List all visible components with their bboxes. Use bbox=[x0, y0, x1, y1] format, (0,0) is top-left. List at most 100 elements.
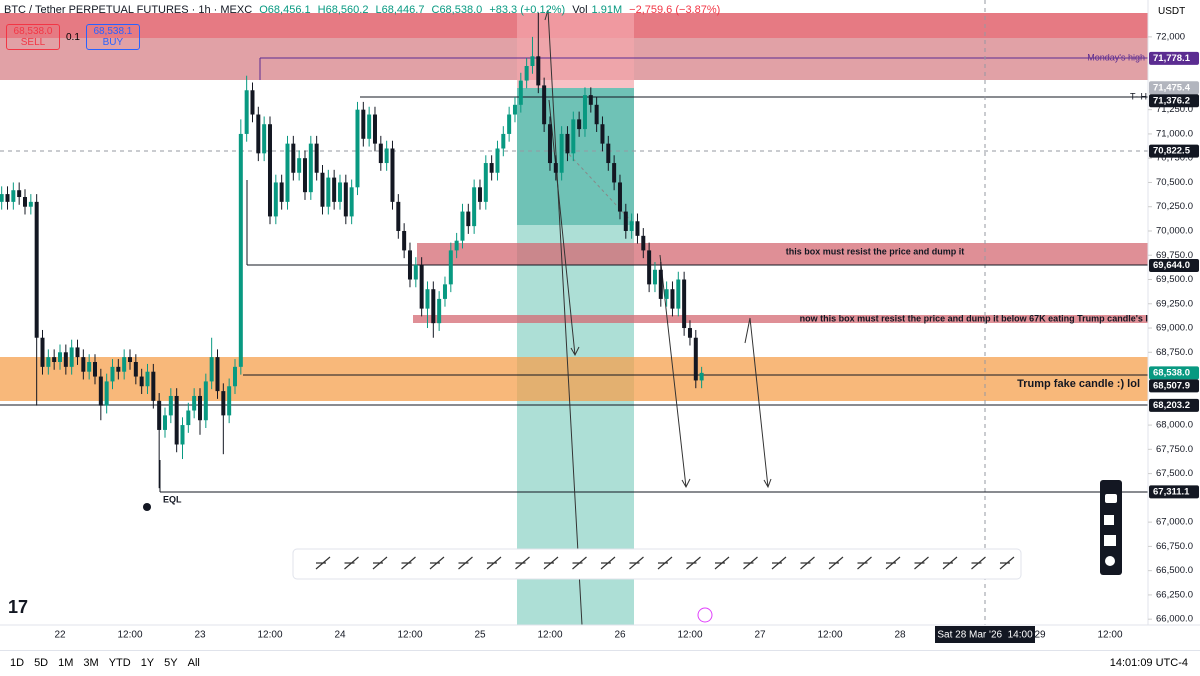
candle-body bbox=[547, 124, 552, 164]
timeframe[interactable]: 1M bbox=[58, 657, 74, 669]
alert-icon bbox=[143, 503, 151, 511]
candle-body bbox=[431, 289, 436, 324]
timeframe[interactable]: All bbox=[187, 657, 200, 669]
y-tick-label: 70,000.0 bbox=[1156, 225, 1193, 236]
price-tag-label: 69,644.0 bbox=[1153, 260, 1190, 271]
qty: 0.1 bbox=[66, 31, 80, 43]
tool-icon[interactable] bbox=[999, 556, 1015, 570]
tool-icon[interactable] bbox=[515, 556, 530, 570]
tool-icon[interactable] bbox=[743, 556, 758, 570]
vol-change: −2,759.6 (−3.87%) bbox=[629, 4, 721, 16]
tool-icon[interactable] bbox=[971, 556, 986, 570]
tool-icon[interactable] bbox=[914, 556, 929, 570]
timeframe[interactable]: 5Y bbox=[164, 657, 178, 669]
crosshair-time-bg bbox=[935, 626, 1035, 643]
candle-body bbox=[425, 289, 430, 309]
candle-body bbox=[203, 381, 208, 421]
candle-body bbox=[477, 187, 482, 202]
y-tick-label: 69,000.0 bbox=[1156, 323, 1193, 334]
y-tick-label: 67,500.0 bbox=[1156, 468, 1193, 479]
timeframe[interactable]: 5D bbox=[34, 657, 49, 669]
candle-body bbox=[454, 240, 459, 251]
ohlc: C68,538.0 bbox=[431, 4, 483, 16]
price-tag bbox=[1149, 94, 1199, 108]
tool-icon[interactable] bbox=[429, 556, 445, 570]
annotation: T- H bbox=[1130, 91, 1147, 101]
x-tick-label: 28 bbox=[894, 630, 906, 641]
x-tick-label: 12:00 bbox=[677, 630, 702, 641]
tool-icon[interactable] bbox=[372, 556, 388, 570]
candle-body bbox=[34, 201, 39, 338]
timeframe[interactable]: YTD bbox=[108, 657, 131, 669]
candle-body bbox=[600, 124, 605, 144]
x-tick-label: 25 bbox=[474, 630, 486, 641]
chart: Monday's high T- H this box must resist … bbox=[0, 0, 1200, 643]
candle-body bbox=[5, 194, 10, 202]
candle-body bbox=[542, 85, 547, 125]
tool-icon[interactable] bbox=[885, 556, 901, 570]
arrows bbox=[544, 9, 772, 626]
candle-body bbox=[448, 250, 453, 285]
candle-body bbox=[58, 352, 62, 362]
camera-icon[interactable] bbox=[1105, 494, 1117, 503]
tool-icon[interactable] bbox=[657, 556, 673, 570]
tv-logo: 17 bbox=[8, 597, 28, 617]
candle-body bbox=[355, 109, 360, 188]
vol: 1.91M bbox=[591, 4, 623, 16]
candle-body bbox=[139, 376, 144, 387]
arrow bbox=[659, 254, 691, 489]
candle-body bbox=[81, 357, 86, 372]
timeframe[interactable]: 1D bbox=[10, 657, 25, 669]
tool-icon[interactable] bbox=[942, 556, 958, 570]
buy-label: BUY bbox=[102, 37, 124, 48]
tool-icon[interactable] bbox=[629, 556, 644, 570]
tool-icon[interactable] bbox=[857, 556, 872, 570]
tool-icon[interactable] bbox=[572, 556, 587, 570]
x-tick-label: 24 bbox=[334, 630, 346, 641]
y-tick-label: 66,500.0 bbox=[1156, 565, 1193, 576]
side-icons bbox=[1104, 494, 1117, 566]
tool-icon[interactable] bbox=[486, 556, 502, 570]
bottom-bar: 1D 5D 1M 3M YTD 1Y 5Y All 14:01:09 UTC-4 bbox=[0, 650, 1200, 676]
tool-icon[interactable] bbox=[828, 556, 844, 570]
candle-body bbox=[104, 381, 109, 406]
tool-icon[interactable] bbox=[714, 556, 730, 570]
x-tick-label: 29 bbox=[1034, 630, 1046, 641]
timeframe[interactable]: 3M bbox=[83, 657, 99, 669]
tool-icon[interactable] bbox=[401, 556, 416, 570]
currency[interactable]: USDT bbox=[1158, 6, 1186, 17]
tool-icon[interactable] bbox=[344, 556, 359, 570]
candle-body bbox=[652, 269, 657, 285]
candle-body bbox=[308, 143, 313, 193]
tool-icon[interactable] bbox=[600, 556, 616, 570]
lightning-icon[interactable] bbox=[697, 607, 713, 623]
sell-button[interactable]: 68,538.0 SELL bbox=[6, 24, 60, 50]
timeframe[interactable]: 1Y bbox=[140, 657, 155, 669]
y-axis: 72,000 71,250.0 71,000.0 70,750.0 70,500.0 70… bbox=[1148, 31, 1199, 625]
y-tick-label: 71,250.0 bbox=[1156, 104, 1193, 115]
tool-icon[interactable] bbox=[543, 556, 559, 570]
candle-body bbox=[23, 197, 28, 207]
candle-body bbox=[483, 163, 488, 202]
tool-icon[interactable] bbox=[800, 556, 815, 570]
price-tag bbox=[1149, 366, 1199, 380]
x-tick-label: 23 bbox=[194, 630, 206, 641]
video-icon[interactable] bbox=[1104, 515, 1114, 525]
tool-icon[interactable] bbox=[686, 556, 701, 570]
arrow bbox=[548, 99, 580, 357]
tool-icon[interactable] bbox=[458, 556, 473, 570]
candle-body bbox=[291, 143, 296, 173]
resistance-box bbox=[417, 243, 1148, 265]
tool-icon[interactable] bbox=[771, 556, 787, 570]
tool-icon[interactable] bbox=[315, 556, 331, 570]
buy-button[interactable]: 68,538.1 BUY bbox=[85, 24, 140, 50]
layers-icon[interactable] bbox=[1104, 535, 1116, 546]
candle-body bbox=[617, 182, 622, 212]
price-tag bbox=[1149, 144, 1199, 158]
candle-body bbox=[524, 65, 529, 81]
candle-body bbox=[372, 114, 377, 144]
candle-body bbox=[46, 357, 51, 367]
change: +83.3 (+0.12%) bbox=[489, 4, 566, 16]
settings-icon[interactable] bbox=[1105, 556, 1115, 566]
candle-body bbox=[52, 357, 57, 362]
